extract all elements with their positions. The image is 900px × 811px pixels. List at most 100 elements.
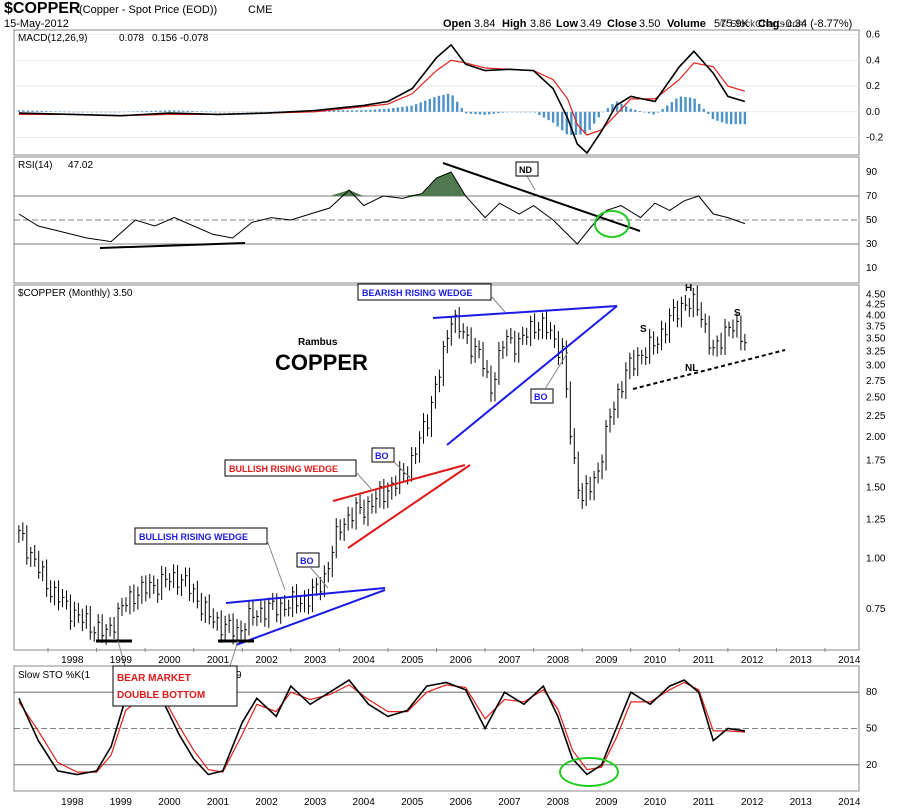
price-tick-label: 4.00 bbox=[866, 310, 886, 321]
macd-histogram-bar bbox=[478, 111, 482, 115]
macd-histogram-bar bbox=[693, 98, 696, 112]
wedge1-lower-line bbox=[235, 589, 386, 646]
macd-histogram-bar bbox=[373, 109, 377, 112]
macd-histogram-bar bbox=[136, 111, 139, 112]
sto-x-label: 2002 bbox=[255, 797, 278, 808]
macd-histogram-bar bbox=[533, 111, 537, 113]
sto-x-label: 2012 bbox=[741, 797, 764, 808]
macd-histogram-bar bbox=[506, 111, 509, 113]
macd-tick-label: 0.6 bbox=[866, 30, 880, 41]
macd-histogram-bar bbox=[524, 111, 527, 113]
price-tick-label: 3.25 bbox=[866, 347, 886, 358]
macd-histogram-bar bbox=[698, 103, 701, 112]
macd-histogram-bar bbox=[574, 111, 578, 135]
macd-histogram-bar bbox=[341, 110, 345, 112]
macd-histogram-bar bbox=[273, 111, 276, 113]
annotations: Rambus COPPER BULLISH RISING WEDGE BULLI… bbox=[112, 161, 741, 707]
macd-histogram-bar bbox=[360, 110, 363, 112]
macd-histogram-bar bbox=[204, 111, 208, 112]
macd-histogram-bar bbox=[442, 94, 445, 112]
rsi-tick-label: 30 bbox=[866, 239, 878, 250]
macd-histogram-bar bbox=[602, 111, 605, 113]
macd-histogram-bar bbox=[606, 108, 610, 112]
wedge2-callout bbox=[355, 471, 373, 491]
chg-value: -0.34 (-8.77%) bbox=[782, 18, 852, 30]
macd-histogram-bar bbox=[232, 111, 235, 113]
rsi-tick-label: 90 bbox=[866, 167, 878, 178]
macd-histogram-bar bbox=[122, 111, 126, 113]
macd-histogram-bar bbox=[634, 109, 637, 112]
wedge3-lower-line bbox=[446, 305, 618, 446]
macd-histogram-bar bbox=[556, 111, 559, 127]
sto-oversold-circle bbox=[559, 757, 619, 787]
macd-histogram-bar bbox=[629, 108, 632, 112]
rsi-overbought-fill bbox=[402, 193, 422, 196]
macd-panel-frame bbox=[13, 29, 860, 156]
macd-histogram-bar bbox=[81, 111, 84, 113]
bear-market-callout-2 bbox=[229, 640, 239, 667]
rsi-support-trendline bbox=[99, 242, 246, 249]
bo2-label: BO bbox=[375, 451, 389, 461]
price-x-label: 2004 bbox=[353, 655, 376, 666]
macd-histogram-bar bbox=[17, 110, 21, 112]
shoulder-right-label: S bbox=[734, 308, 741, 319]
macd-histogram-bar bbox=[414, 104, 418, 112]
wedge1-label: BULLISH RISING WEDGE bbox=[139, 532, 248, 542]
sto-x-label: 2005 bbox=[401, 797, 424, 808]
chart-description: (Copper - Spot Price (EOD)) bbox=[79, 4, 217, 16]
macd-histogram-bar bbox=[223, 111, 226, 113]
sto-label: Slow STO %K(1 bbox=[18, 670, 90, 681]
price-tick-label: 2.75 bbox=[866, 376, 886, 387]
sto-x-label: 2009 bbox=[595, 797, 618, 808]
macd-histogram-bar bbox=[501, 111, 505, 113]
head-label: H bbox=[685, 283, 692, 294]
rsi-overbought-fill bbox=[436, 172, 452, 196]
macd-histogram-bar bbox=[679, 96, 683, 112]
rsi-tick-label: 70 bbox=[866, 191, 878, 202]
macd-histogram-bar bbox=[529, 111, 532, 113]
macd-histogram-bar bbox=[419, 102, 422, 112]
price-tick-label: 4.25 bbox=[866, 300, 886, 311]
price-x-label: 2000 bbox=[158, 655, 181, 666]
macd-histogram-bar bbox=[236, 111, 240, 113]
macd-histogram-bar bbox=[346, 110, 349, 112]
nd-box bbox=[515, 161, 539, 177]
price-x-label: 2011 bbox=[693, 655, 715, 666]
price-tick-label: 2.00 bbox=[866, 432, 886, 443]
macd-histogram-bar bbox=[209, 111, 212, 113]
price-x-label: 2007 bbox=[498, 655, 521, 666]
open-value: 3.84 bbox=[474, 18, 495, 30]
macd-histogram-bar bbox=[643, 111, 646, 113]
price-x-label: 2012 bbox=[741, 655, 764, 666]
macd-tick-label: 0.2 bbox=[866, 81, 880, 92]
rsi-line bbox=[18, 171, 746, 245]
macd-histogram-bar bbox=[369, 109, 372, 112]
price-tick-label: 1.00 bbox=[866, 553, 886, 564]
copper-title: COPPER bbox=[275, 350, 368, 375]
macd-histogram-bar bbox=[113, 111, 116, 113]
neckline bbox=[632, 349, 786, 390]
macd-histogram-bar bbox=[734, 111, 737, 125]
macd-histogram-bar bbox=[551, 111, 555, 123]
macd-histogram-bar bbox=[579, 111, 582, 135]
macd-histogram-bar bbox=[424, 100, 427, 112]
rsi-breakout-circle bbox=[594, 210, 630, 238]
macd-histogram-bar bbox=[355, 110, 358, 112]
sto-x-label: 2003 bbox=[304, 797, 327, 808]
macd-histogram-bar bbox=[250, 111, 253, 113]
macd-histogram-bar bbox=[565, 111, 568, 135]
macd-histogram-bar bbox=[542, 111, 546, 118]
macd-histogram-bar bbox=[519, 111, 523, 113]
macd-histogram-bar bbox=[561, 111, 564, 131]
bo3-box bbox=[530, 388, 554, 404]
macd-histogram-bar bbox=[191, 110, 194, 112]
macd-histogram-bar bbox=[259, 111, 263, 113]
macd-histogram-bar bbox=[647, 111, 651, 114]
macd-tick-label: -0.2 bbox=[866, 133, 884, 144]
price-tick-label: 1.75 bbox=[866, 455, 886, 466]
macd-histogram-bar bbox=[163, 110, 167, 112]
macd-tick-label: 0.0 bbox=[866, 107, 880, 118]
rambus-label: Rambus bbox=[298, 337, 338, 348]
price-panel bbox=[18, 285, 786, 667]
macd-histogram-bar bbox=[328, 110, 331, 112]
